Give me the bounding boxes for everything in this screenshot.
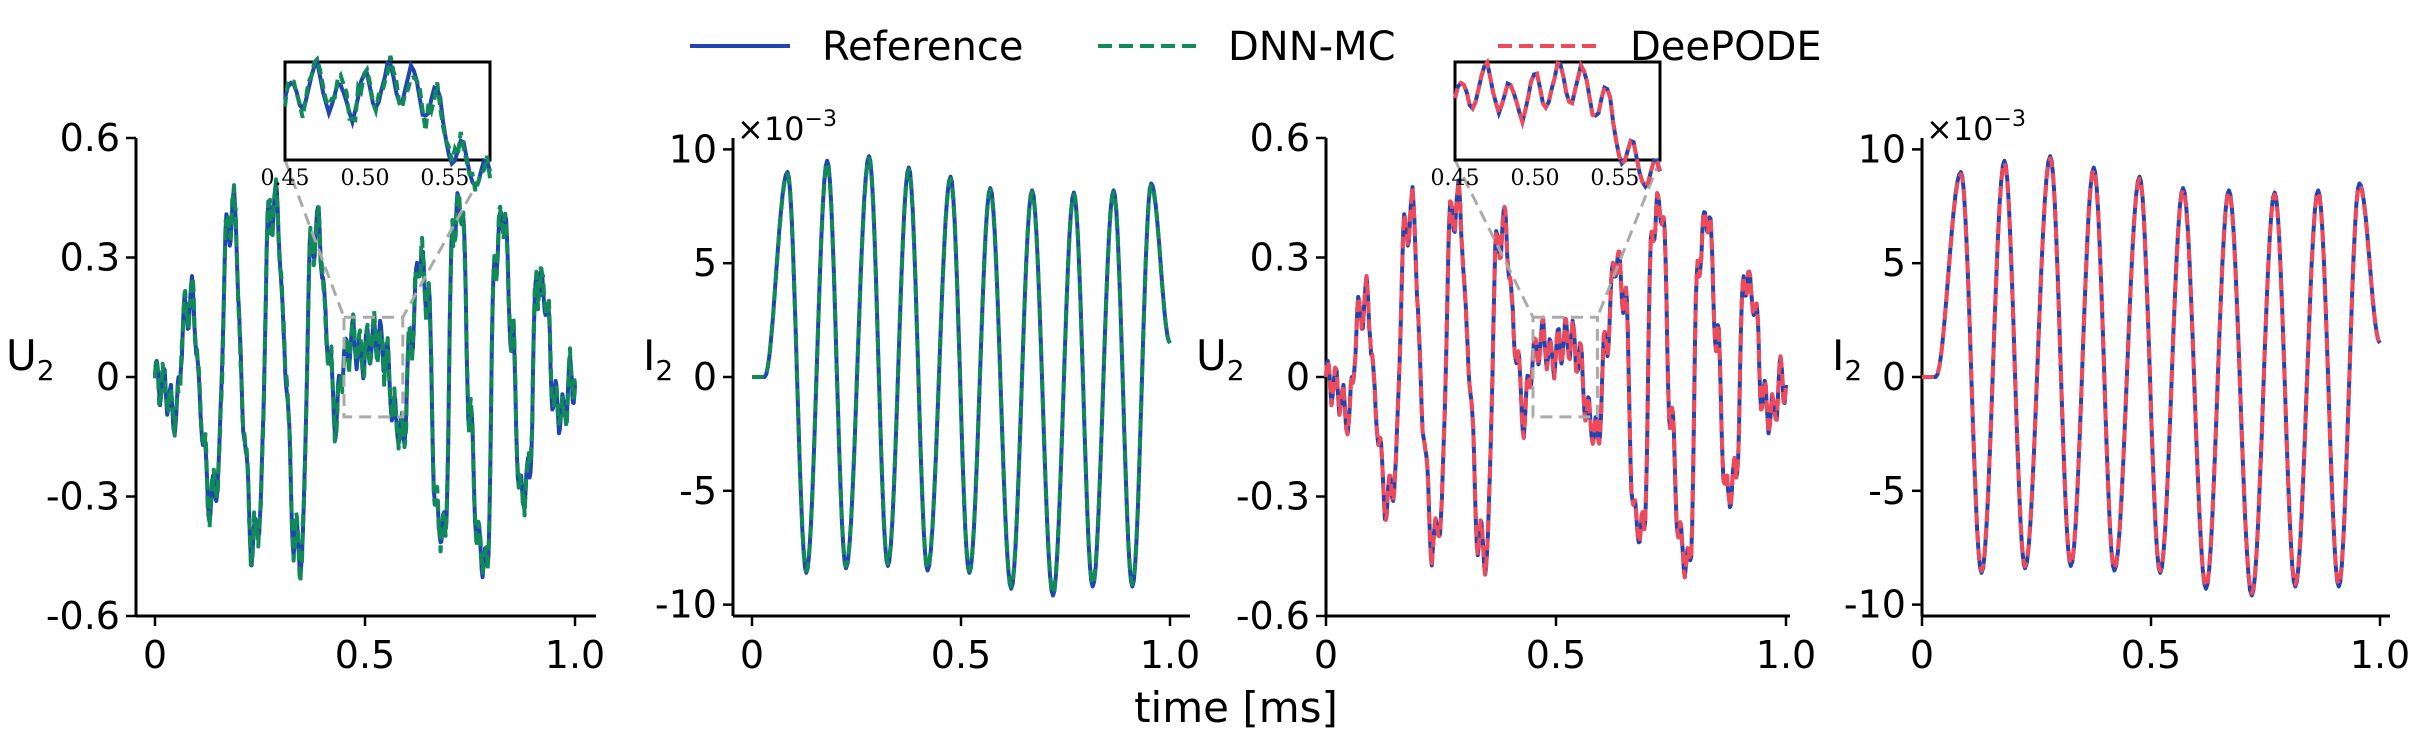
- y-tick-label: 0.6: [60, 116, 120, 160]
- legend: Reference DNN-MC DeePODE: [690, 24, 1822, 70]
- x-axis-label: time [ms]: [1134, 683, 1338, 732]
- inset-x-tick-label: 0.50: [340, 166, 389, 191]
- inset-connector: [283, 159, 346, 318]
- scale-annotation: ×10−3: [1926, 107, 2026, 148]
- y-axis-label-subscript: 2: [655, 354, 673, 387]
- y-tick-label: -0.6: [46, 594, 120, 638]
- series-reference-line: [153, 178, 577, 580]
- y-tick-label: 0.6: [1250, 116, 1310, 160]
- inset-region-box: [342, 315, 405, 419]
- y-tick-label: -5: [679, 469, 717, 513]
- y-tick-label: -10: [1844, 583, 1906, 627]
- x-tick-label: 0: [740, 633, 764, 677]
- y-axis-label: I2: [1832, 331, 1862, 387]
- y-tick-label: -0.6: [1236, 594, 1310, 638]
- x-tick-label: 0.5: [2121, 633, 2181, 677]
- inset-x-tick-label: 0.45: [261, 166, 310, 191]
- y-axis-label: U2: [6, 331, 55, 387]
- legend-label-dnn-mc: DNN-MC: [1228, 24, 1396, 70]
- y-tick-label: 0.3: [1250, 236, 1310, 280]
- y-tick-label: -0.3: [1236, 475, 1310, 519]
- y-axis-label: I2: [643, 331, 673, 387]
- y-tick-label: 0: [1882, 355, 1906, 399]
- scale-exponent: −3: [1994, 107, 2026, 132]
- x-tick-label: 1.0: [1756, 633, 1816, 677]
- y-tick-label: 0: [96, 355, 120, 399]
- y-tick-label: -10: [655, 583, 717, 627]
- series-model-line: [750, 156, 1172, 596]
- panel-3: -0.6 -0.3 0 0.3 0.6 0 0.5 1.0 U2 0.45 0.50 0.55: [1196, 57, 1816, 677]
- inset-x-tick-label: 0.45: [1431, 166, 1480, 191]
- inset-x-tick-label: 0.55: [420, 166, 469, 191]
- panel-4: -10 -5 0 5 10 0 0.5 1.0 I2 ×10−3: [1832, 107, 2410, 677]
- scale-exponent: −3: [805, 107, 837, 132]
- y-tick-label: 0: [693, 355, 717, 399]
- inset-x-tick-label: 0.50: [1510, 166, 1559, 191]
- legend-label-deepode: DeePODE: [1630, 24, 1822, 70]
- y-tick-label: -0.3: [46, 475, 120, 519]
- scale-annotation: ×10−3: [737, 107, 837, 148]
- inset-series-model: [1453, 57, 1662, 191]
- series-model-line: [153, 177, 577, 585]
- x-tick-label: 1.0: [545, 633, 605, 677]
- inset-x-tick-label: 0.55: [1590, 166, 1639, 191]
- y-axis-label-subscript: 2: [1844, 354, 1862, 387]
- y-tick-label: 5: [1882, 241, 1906, 285]
- y-axis-label-subscript: 2: [1227, 354, 1245, 387]
- x-tick-label: 0: [143, 633, 167, 677]
- y-axis-label: U2: [1196, 331, 1245, 387]
- inset-region-box: [1531, 315, 1599, 419]
- x-tick-label: 0.5: [1526, 633, 1586, 677]
- y-tick-label: 0.3: [60, 236, 120, 280]
- y-tick-label: 10: [669, 127, 717, 171]
- y-tick-label: 10: [1858, 127, 1906, 171]
- y-tick-label: 5: [693, 241, 717, 285]
- inset-connector: [1596, 159, 1662, 318]
- x-tick-label: 0.5: [931, 633, 991, 677]
- y-tick-label: 0: [1286, 355, 1310, 399]
- legend-label-reference: Reference: [822, 24, 1023, 70]
- x-tick-label: 0: [1314, 633, 1338, 677]
- y-tick-label: -5: [1868, 469, 1906, 513]
- series-model-line: [1921, 156, 2382, 596]
- inset-series-model: [283, 55, 492, 192]
- series-model-line: [1324, 178, 1788, 580]
- panel-1: -0.6 -0.3 0 0.3 0.6 0 0.5 1.0 U2 0.45 0.50 0.55: [6, 55, 605, 677]
- x-tick-label: 0.5: [335, 633, 395, 677]
- x-tick-label: 0: [1910, 633, 1934, 677]
- y-axis-label-subscript: 2: [37, 354, 55, 387]
- panel-2: -10 -5 0 5 10 0 0.5 1.0 I2 ×10−3: [643, 107, 1200, 677]
- x-tick-label: 1.0: [2350, 633, 2410, 677]
- x-tick-label: 1.0: [1140, 633, 1200, 677]
- inset-connector: [1453, 159, 1535, 318]
